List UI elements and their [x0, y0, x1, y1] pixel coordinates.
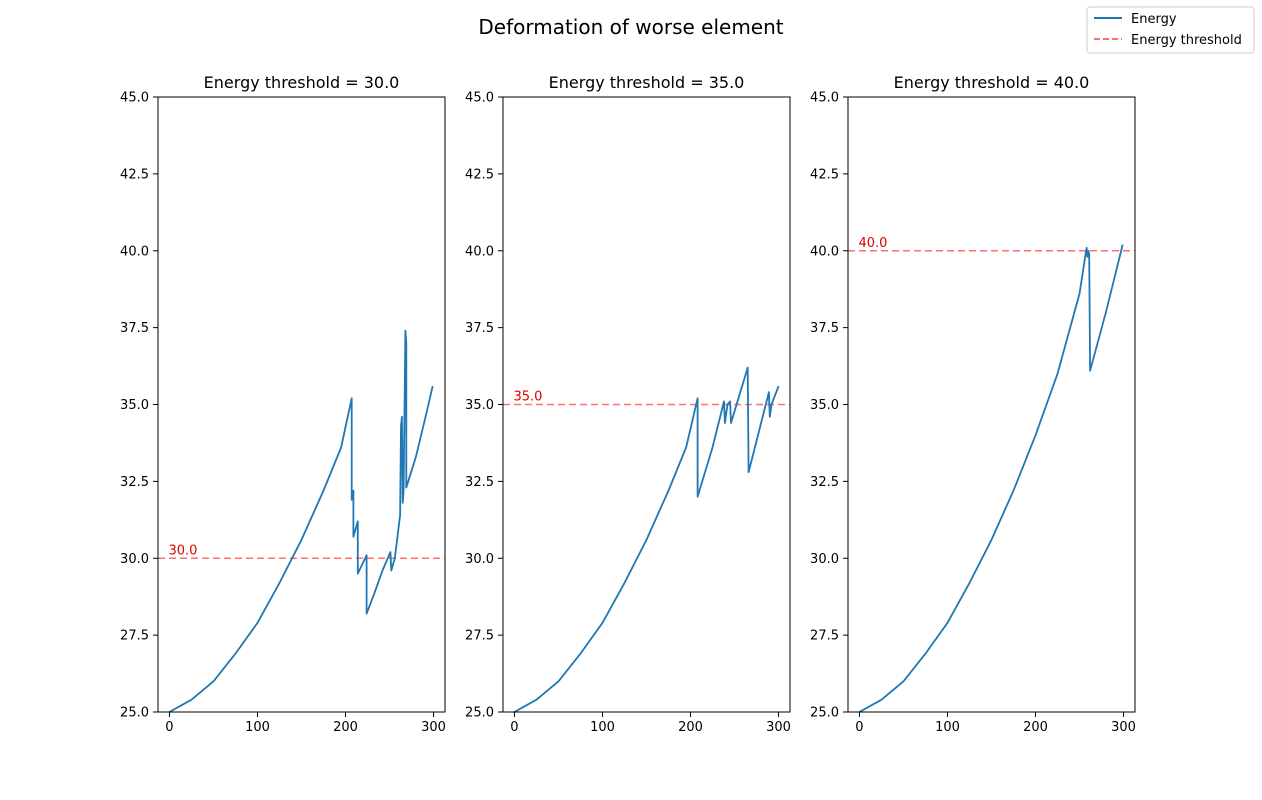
threshold-label: 30.0	[168, 543, 197, 558]
x-tick-label: 200	[333, 720, 358, 735]
x-tick-label: 0	[510, 720, 518, 735]
y-tick-label: 37.5	[465, 321, 494, 336]
y-tick-label: 42.5	[465, 167, 494, 182]
legend-box	[1086, 6, 1255, 54]
y-tick-label: 37.5	[810, 321, 839, 336]
subplot-3: Energy threshold = 40.0 40.0 0 100 200 300 25.…	[810, 73, 1136, 735]
threshold-label: 35.0	[513, 390, 542, 405]
y-tick-label: 25.0	[465, 706, 494, 721]
y-tick-label: 27.5	[120, 629, 149, 644]
y-tick-label: 30.0	[465, 552, 494, 567]
legend-threshold-label: Energy threshold	[1131, 33, 1242, 48]
legend-energy-label: Energy	[1131, 12, 1177, 27]
y-tick-label: 37.5	[120, 321, 149, 336]
threshold-label: 40.0	[858, 236, 887, 251]
subplots: Energy threshold = 30.0 30.0 0 100 200 300 25.…	[120, 73, 1136, 735]
x-tick-label: 0	[165, 720, 173, 735]
axes-frame	[847, 96, 1136, 713]
y-tick-label: 27.5	[810, 629, 839, 644]
x-tick-label: 200	[1023, 720, 1048, 735]
energy-series-line	[513, 366, 780, 713]
y-tick-label: 42.5	[810, 167, 839, 182]
x-tick-label: 300	[1111, 720, 1136, 735]
y-tick-label: 25.0	[120, 706, 149, 721]
y-tick-label: 32.5	[120, 475, 149, 490]
y-tick-label: 45.0	[120, 91, 149, 106]
y-tick-label: 35.0	[120, 398, 149, 413]
x-tick-label: 0	[855, 720, 863, 735]
legend: Energy Energy threshold	[1086, 6, 1255, 54]
subplot-1: Energy threshold = 30.0 30.0 0 100 200 300 25.…	[120, 73, 446, 735]
y-tick-label: 32.5	[465, 475, 494, 490]
x-tick-label: 300	[766, 720, 791, 735]
x-tick-label: 300	[421, 720, 446, 735]
subplot-title: Energy threshold = 35.0	[549, 73, 745, 92]
y-tick-label: 27.5	[465, 629, 494, 644]
y-tick-label: 40.0	[465, 244, 494, 259]
x-tick-label: 200	[678, 720, 703, 735]
y-tick-label: 40.0	[810, 244, 839, 259]
y-tick-label: 42.5	[120, 167, 149, 182]
x-tick-label: 100	[935, 720, 960, 735]
y-tick-label: 45.0	[810, 91, 839, 106]
x-tick-label: 100	[590, 720, 615, 735]
y-tick-label: 35.0	[810, 398, 839, 413]
y-tick-label: 32.5	[810, 475, 839, 490]
y-tick-label: 40.0	[120, 244, 149, 259]
axes-frame	[157, 96, 446, 713]
y-tick-label: 25.0	[810, 706, 839, 721]
energy-series-line	[858, 244, 1124, 713]
subplot-title: Energy threshold = 30.0	[204, 73, 400, 92]
subplot-2: Energy threshold = 35.0 35.0 0 100 200 300 25.…	[465, 73, 791, 735]
y-tick-label: 45.0	[465, 91, 494, 106]
y-tick-label: 35.0	[465, 398, 494, 413]
y-tick-label: 30.0	[120, 552, 149, 567]
subplot-title: Energy threshold = 40.0	[894, 73, 1090, 92]
energy-series-line	[168, 329, 434, 713]
figure-suptitle: Deformation of worse element	[478, 15, 783, 39]
y-tick-label: 30.0	[810, 552, 839, 567]
x-tick-label: 100	[245, 720, 270, 735]
